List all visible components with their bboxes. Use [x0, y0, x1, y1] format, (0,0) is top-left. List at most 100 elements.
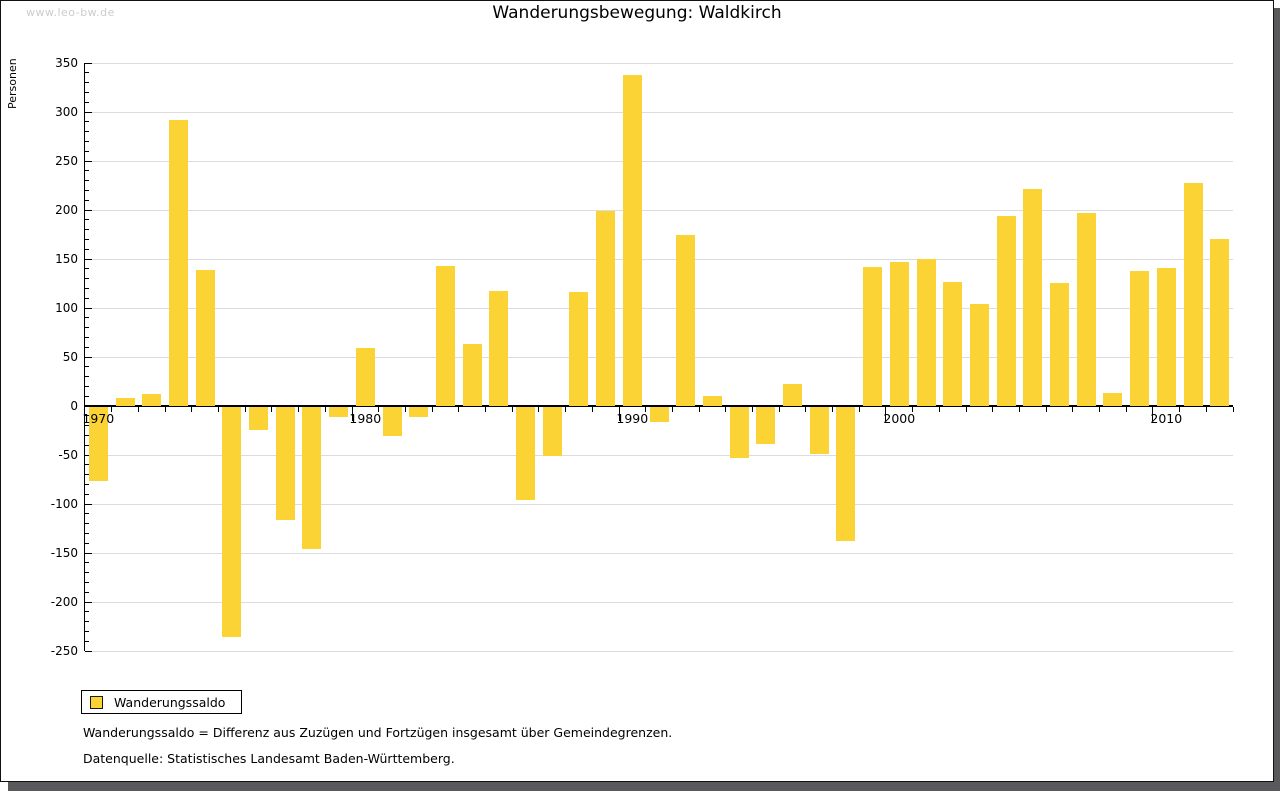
bar: [836, 407, 856, 542]
y-axis-line: [84, 63, 85, 651]
bar: [702, 396, 722, 406]
legend-box: Wanderungssaldo: [81, 690, 242, 714]
bar: [1103, 393, 1123, 406]
gridline: [85, 209, 1233, 211]
x-minor-tick: [378, 407, 380, 412]
bar: [596, 211, 616, 406]
bar: [382, 407, 402, 437]
x-minor-tick: [591, 407, 593, 412]
bar: [1050, 282, 1069, 406]
y-minor-tick: [85, 395, 89, 397]
x-minor-tick: [645, 407, 647, 412]
legend-label: Wanderungssaldo: [114, 694, 226, 710]
y-minor-tick: [85, 199, 89, 201]
bar: [1023, 189, 1043, 406]
bar: [1130, 270, 1150, 406]
y-minor-tick: [85, 562, 89, 564]
bar: [489, 291, 509, 406]
gridline: [85, 601, 1233, 603]
x-minor-tick: [1179, 407, 1181, 412]
y-tick-label: -50: [58, 448, 78, 462]
x-minor-tick: [137, 407, 139, 412]
y-major-tick: [85, 258, 92, 260]
x-minor-tick: [485, 407, 486, 412]
bar: [462, 344, 482, 406]
y-minor-tick: [85, 640, 89, 642]
bar: [863, 266, 883, 406]
bar: [88, 407, 108, 481]
x-minor-tick: [751, 407, 753, 412]
y-tick-label: 300: [55, 105, 78, 119]
bar: [676, 234, 696, 406]
y-major-tick: [85, 356, 92, 358]
x-minor-tick: [1205, 407, 1207, 412]
x-minor-tick: [805, 407, 807, 412]
x-minor-tick: [404, 407, 406, 412]
y-minor-tick: [85, 513, 89, 515]
x-axis-line: [85, 405, 1233, 407]
y-minor-tick: [85, 72, 89, 74]
bar: [569, 292, 589, 406]
y-minor-tick: [85, 180, 89, 182]
y-tick-label: 350: [55, 56, 78, 70]
y-tick-label: 100: [55, 301, 78, 315]
x-major-tick: [885, 407, 887, 421]
y-major-tick: [85, 209, 92, 211]
y-major-tick: [85, 503, 92, 505]
x-major-tick: [1152, 407, 1154, 421]
y-minor-tick: [85, 385, 89, 387]
gridline: [85, 503, 1233, 505]
y-minor-tick: [85, 493, 89, 495]
legend-swatch-icon: [90, 695, 103, 709]
y-minor-tick: [85, 327, 89, 329]
x-tick-label: 1980: [349, 411, 382, 426]
y-minor-tick: [85, 82, 89, 84]
x-minor-tick: [538, 407, 540, 412]
y-tick-label: -150: [50, 546, 78, 560]
bar: [1156, 267, 1176, 406]
x-minor-tick: [458, 407, 460, 412]
x-minor-tick: [938, 407, 940, 412]
x-minor-tick: [511, 407, 513, 412]
bar: [542, 407, 562, 456]
bar: [329, 407, 349, 417]
y-minor-tick: [85, 464, 89, 466]
bar: [649, 407, 669, 422]
x-major-tick: [351, 407, 353, 421]
bar: [916, 259, 936, 406]
bar: [195, 269, 215, 406]
y-minor-tick: [85, 189, 89, 191]
bar: [516, 407, 535, 501]
x-minor-tick: [218, 407, 219, 412]
x-major-tick: [618, 407, 620, 421]
gridline: [85, 307, 1233, 309]
gridline: [85, 356, 1233, 358]
y-major-tick: [85, 62, 92, 64]
y-minor-tick: [85, 278, 89, 280]
gridline: [85, 552, 1233, 554]
bar: [969, 304, 989, 406]
x-minor-tick: [671, 407, 673, 412]
y-minor-tick: [85, 483, 89, 485]
bar: [809, 407, 829, 454]
bar: [1183, 182, 1203, 406]
x-minor-tick: [324, 407, 326, 412]
x-minor-tick: [565, 407, 567, 412]
y-minor-tick: [85, 131, 89, 133]
y-minor-tick: [85, 287, 89, 289]
y-tick-label: 200: [55, 203, 78, 217]
x-tick-label: 1990: [616, 411, 649, 426]
y-major-tick: [85, 552, 92, 554]
plot-area: -250 -200 -150 -100 -50 0 50 100 150 200 250 300 350…: [51, 56, 1234, 658]
y-tick-label: 150: [55, 252, 78, 266]
y-minor-tick: [85, 434, 89, 436]
bar: [435, 265, 455, 406]
y-major-tick: [85, 111, 92, 113]
y-tick-label: -200: [50, 595, 78, 609]
gridline: [85, 62, 1233, 64]
bar: [622, 74, 642, 406]
y-minor-tick: [85, 150, 89, 152]
y-axis-title: Personen: [6, 58, 19, 109]
y-major-tick: [85, 601, 92, 603]
